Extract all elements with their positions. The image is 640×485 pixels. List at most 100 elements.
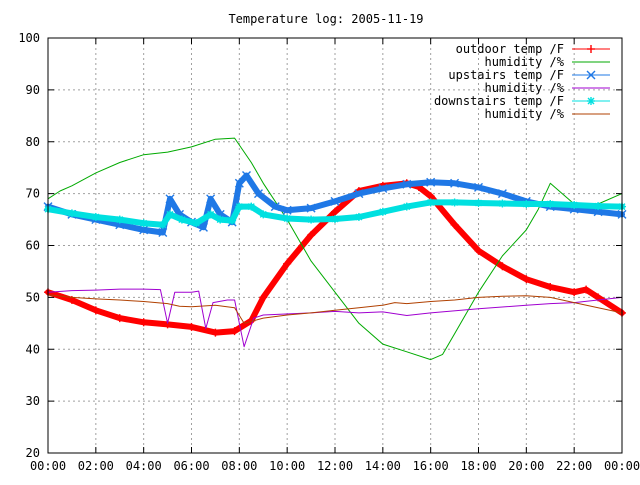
data-point bbox=[259, 293, 268, 302]
legend-entry: humidity /% bbox=[485, 107, 610, 121]
y-tick-label: 50 bbox=[26, 290, 40, 304]
data-point bbox=[474, 198, 483, 207]
series-line bbox=[45, 180, 625, 336]
y-tick-label: 30 bbox=[26, 394, 40, 408]
data-point bbox=[139, 219, 148, 228]
data-point bbox=[450, 178, 460, 188]
series-4 bbox=[47, 288, 623, 348]
series-line bbox=[47, 288, 623, 348]
legend-entry: upstairs temp /F bbox=[448, 68, 610, 82]
data-point bbox=[330, 196, 340, 206]
x-tick-label: 18:00 bbox=[460, 459, 496, 473]
legend-marker bbox=[587, 97, 595, 105]
data-point bbox=[522, 200, 531, 208]
x-tick-label: 02:00 bbox=[78, 459, 114, 473]
data-point bbox=[331, 207, 339, 216]
data-point bbox=[522, 275, 531, 284]
data-point bbox=[450, 220, 459, 229]
data-point bbox=[354, 189, 364, 199]
data-point bbox=[139, 318, 148, 327]
data-point bbox=[498, 262, 507, 271]
data-point bbox=[497, 189, 507, 199]
x-tick-label: 16:00 bbox=[413, 459, 449, 473]
legend-label: upstairs temp /F bbox=[448, 68, 564, 82]
data-point bbox=[570, 201, 579, 210]
data-point bbox=[270, 202, 280, 212]
data-point bbox=[234, 178, 244, 188]
data-point bbox=[378, 183, 388, 193]
data-point bbox=[570, 288, 579, 297]
data-point bbox=[474, 182, 483, 192]
y-tick-label: 20 bbox=[26, 446, 40, 460]
y-tick-label: 100 bbox=[18, 31, 40, 45]
data-point bbox=[253, 189, 263, 199]
data-point bbox=[165, 194, 175, 204]
legend-label: outdoor temp /F bbox=[456, 42, 564, 56]
y-tick-label: 80 bbox=[26, 135, 40, 149]
y-tick-label: 90 bbox=[26, 83, 40, 97]
legend-label: humidity /% bbox=[485, 55, 565, 69]
legend-marker bbox=[586, 70, 596, 80]
data-point bbox=[158, 228, 168, 238]
data-point bbox=[206, 210, 215, 219]
x-tick-label: 12:00 bbox=[317, 459, 353, 473]
data-point bbox=[247, 202, 256, 211]
data-point bbox=[283, 214, 292, 223]
legend-label: humidity /% bbox=[485, 107, 565, 121]
data-point bbox=[354, 212, 363, 221]
data-point bbox=[198, 222, 208, 232]
data-point bbox=[498, 199, 507, 208]
data-point bbox=[546, 200, 555, 208]
data-point bbox=[235, 202, 244, 211]
data-point bbox=[546, 283, 555, 291]
data-point bbox=[67, 209, 76, 218]
data-point bbox=[306, 203, 316, 213]
plot-frame bbox=[47, 37, 623, 454]
legend-marker bbox=[587, 45, 595, 53]
data-point bbox=[216, 215, 225, 224]
data-point bbox=[91, 212, 100, 221]
data-point bbox=[228, 216, 237, 225]
data-point bbox=[115, 314, 124, 323]
x-tick-label: 20:00 bbox=[508, 459, 544, 473]
chart-title: Temperature log: 2005-11-19 bbox=[228, 12, 423, 26]
y-tick-label: 70 bbox=[26, 187, 40, 201]
data-point bbox=[307, 231, 316, 240]
legend-label: downstairs temp /F bbox=[434, 94, 564, 108]
data-point bbox=[402, 202, 411, 211]
data-point bbox=[187, 322, 196, 331]
x-tick-label: 08:00 bbox=[221, 459, 257, 473]
x-tick-label: 10:00 bbox=[269, 459, 305, 473]
data-point bbox=[230, 327, 239, 336]
data-point bbox=[331, 215, 339, 224]
x-tick-label: 06:00 bbox=[173, 459, 209, 473]
data-point bbox=[177, 215, 186, 224]
series-lines bbox=[43, 137, 627, 361]
legend-entry: humidity /% bbox=[485, 81, 610, 95]
data-point bbox=[582, 285, 591, 294]
data-point bbox=[192, 219, 201, 228]
data-point bbox=[91, 306, 100, 315]
data-point bbox=[474, 246, 483, 255]
data-point bbox=[211, 328, 220, 337]
series-6 bbox=[47, 294, 623, 324]
x-tick-label: 22:00 bbox=[556, 459, 592, 473]
data-point bbox=[259, 210, 268, 219]
data-point bbox=[426, 198, 435, 207]
x-tick-label: 14:00 bbox=[365, 459, 401, 473]
data-point bbox=[402, 179, 412, 189]
axes: 20 30 40 50 60 70 80 90 100 00:00 02:00 04:00 06:00 0… bbox=[18, 31, 640, 473]
x-tick-label: 00:00 bbox=[604, 459, 640, 473]
data-point bbox=[450, 198, 459, 207]
y-tick-label: 60 bbox=[26, 239, 40, 253]
data-point bbox=[283, 259, 292, 268]
data-point bbox=[594, 202, 603, 211]
data-point bbox=[378, 207, 387, 216]
legend-entry: outdoor temp /F bbox=[456, 42, 610, 56]
data-point bbox=[282, 205, 292, 215]
data-point bbox=[206, 194, 216, 204]
data-point bbox=[115, 215, 124, 224]
data-point bbox=[426, 177, 436, 187]
